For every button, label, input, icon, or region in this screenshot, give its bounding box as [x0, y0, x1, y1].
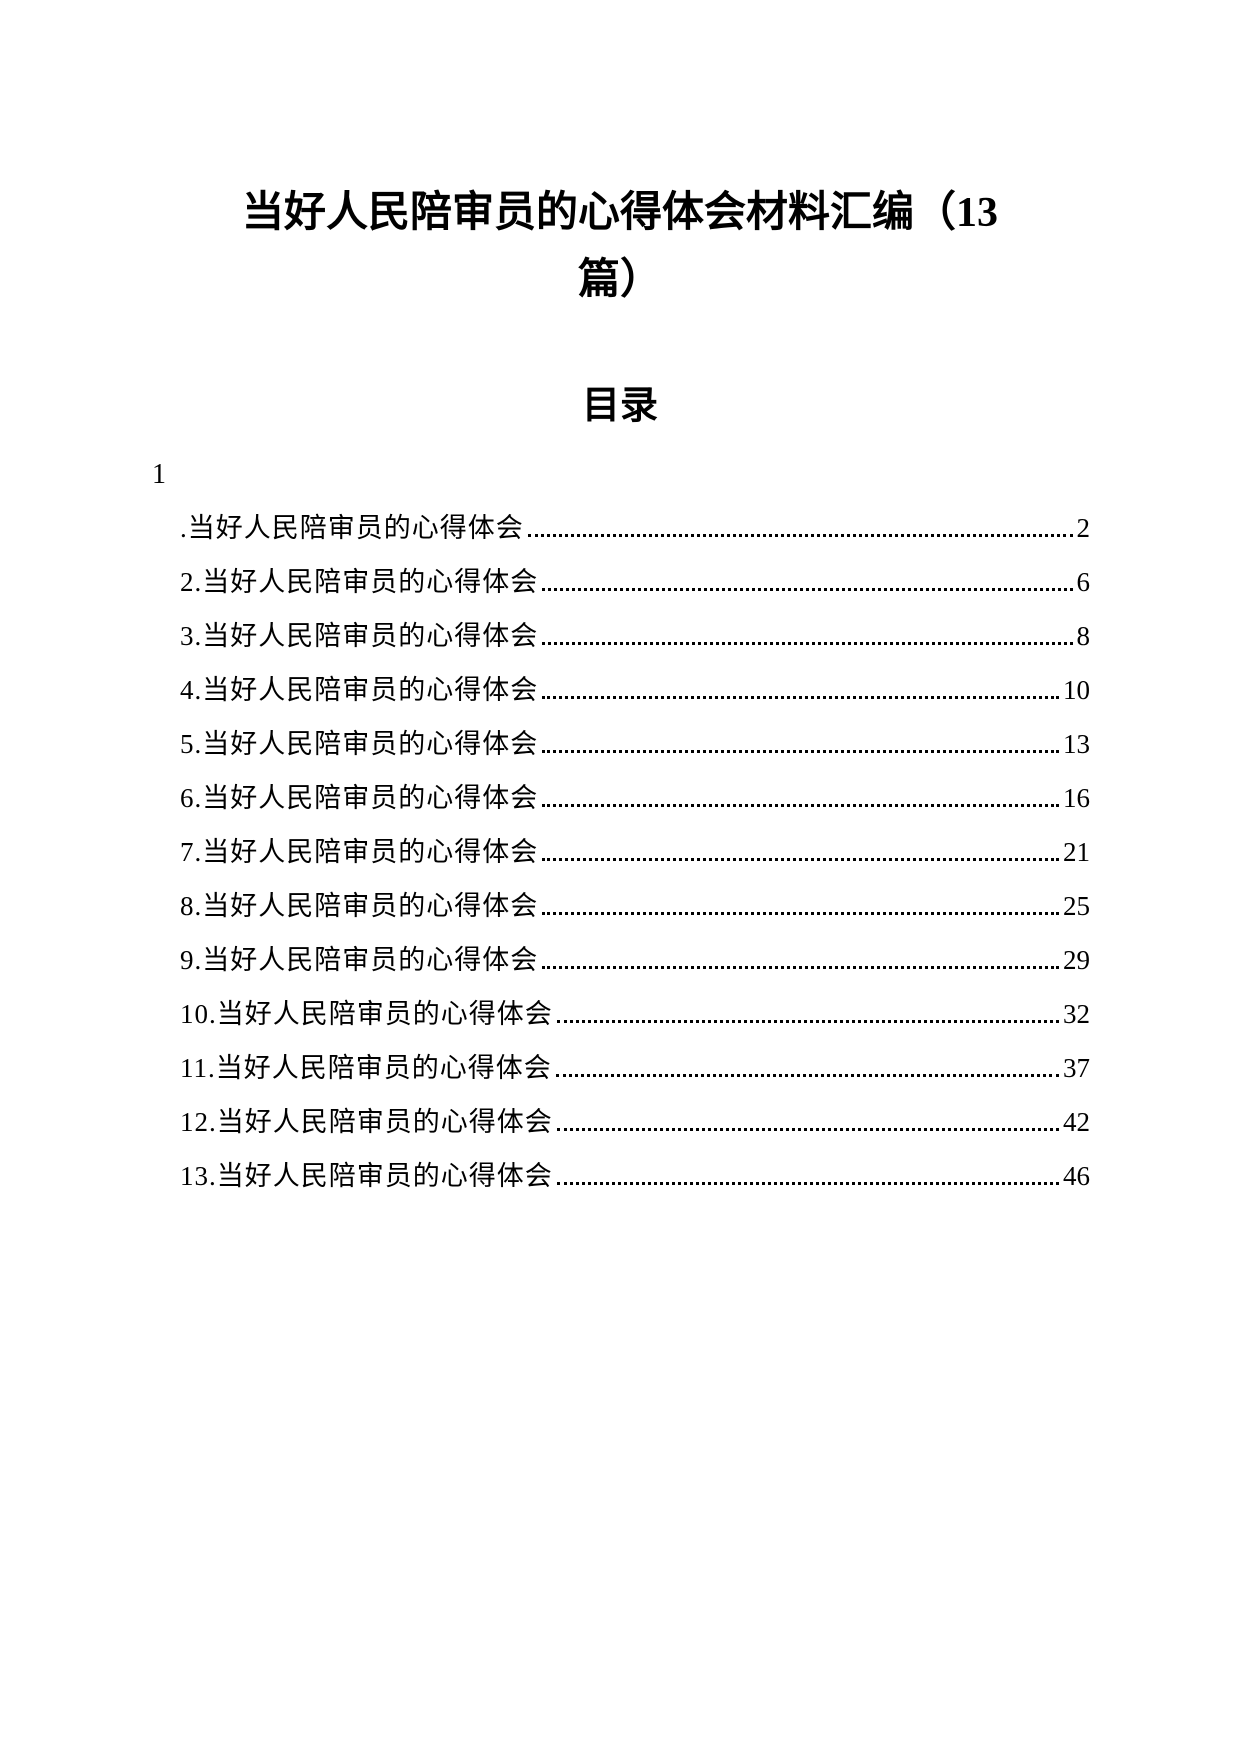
toc-item: 12.当好人民陪审员的心得体会 42	[180, 1095, 1090, 1149]
toc-dots	[542, 750, 1059, 753]
title-line-2: 篇）	[578, 257, 662, 303]
toc-item-page: 42	[1063, 1095, 1090, 1149]
toc-item-page: 6	[1077, 555, 1091, 609]
toc-dots	[542, 858, 1059, 861]
toc-item: 6.当好人民陪审员的心得体会 16	[180, 771, 1090, 825]
toc-item-label: .当好人民陪审员的心得体会	[180, 501, 524, 555]
toc-prefix-number: 1	[150, 459, 1090, 491]
toc-item: 3.当好人民陪审员的心得体会 8	[180, 609, 1090, 663]
toc-item-label: 11.当好人民陪审员的心得体会	[180, 1041, 552, 1095]
toc-item: 4.当好人民陪审员的心得体会 10	[180, 663, 1090, 717]
toc-dots	[557, 1128, 1059, 1131]
toc-dots	[542, 966, 1059, 969]
toc-dots	[542, 588, 1072, 591]
toc-item-label: 8.当好人民陪审员的心得体会	[180, 879, 538, 933]
toc-dots	[557, 1182, 1059, 1185]
toc-item-page: 29	[1063, 933, 1090, 987]
toc-item: 2.当好人民陪审员的心得体会 6	[180, 555, 1090, 609]
toc-dots	[528, 534, 1073, 537]
toc-dots	[542, 804, 1059, 807]
toc-item-page: 13	[1063, 717, 1090, 771]
toc-item: 8.当好人民陪审员的心得体会 25	[180, 879, 1090, 933]
toc-item-label: 5.当好人民陪审员的心得体会	[180, 717, 538, 771]
toc-item: .当好人民陪审员的心得体会 2	[180, 501, 1090, 555]
toc-dots	[542, 642, 1072, 645]
toc-dots	[556, 1074, 1059, 1077]
toc-item-label: 2.当好人民陪审员的心得体会	[180, 555, 538, 609]
toc-item-page: 25	[1063, 879, 1090, 933]
toc-item-page: 2	[1077, 501, 1091, 555]
toc-dots	[557, 1020, 1059, 1023]
toc-item: 13.当好人民陪审员的心得体会 46	[180, 1149, 1090, 1203]
toc-item-page: 37	[1063, 1041, 1090, 1095]
toc-item-label: 9.当好人民陪审员的心得体会	[180, 933, 538, 987]
toc-item-label: 13.当好人民陪审员的心得体会	[180, 1149, 553, 1203]
toc-item-page: 46	[1063, 1149, 1090, 1203]
toc-item-label: 3.当好人民陪审员的心得体会	[180, 609, 538, 663]
title-line-1: 当好人民陪审员的心得体会材料汇编（13	[242, 190, 998, 236]
toc-item-label: 7.当好人民陪审员的心得体会	[180, 825, 538, 879]
toc-item-page: 21	[1063, 825, 1090, 879]
toc-item-label: 4.当好人民陪审员的心得体会	[180, 663, 538, 717]
toc-item-label: 6.当好人民陪审员的心得体会	[180, 771, 538, 825]
toc-heading: 目录	[120, 374, 1120, 429]
toc-item-page: 10	[1063, 663, 1090, 717]
toc-item-label: 12.当好人民陪审员的心得体会	[180, 1095, 553, 1149]
toc-item-page: 32	[1063, 987, 1090, 1041]
toc-item: 7.当好人民陪审员的心得体会 21	[180, 825, 1090, 879]
document-title: 当好人民陪审员的心得体会材料汇编（13 篇）	[120, 180, 1120, 314]
toc-item-page: 8	[1077, 609, 1091, 663]
toc-item: 11.当好人民陪审员的心得体会 37	[180, 1041, 1090, 1095]
toc-dots	[542, 912, 1059, 915]
toc-item: 10.当好人民陪审员的心得体会 32	[180, 987, 1090, 1041]
toc-item: 9.当好人民陪审员的心得体会 29	[180, 933, 1090, 987]
toc-item: 5.当好人民陪审员的心得体会 13	[180, 717, 1090, 771]
toc-item-label: 10.当好人民陪审员的心得体会	[180, 987, 553, 1041]
toc-container: 1 .当好人民陪审员的心得体会 2 2.当好人民陪审员的心得体会 6 3.当好人…	[120, 459, 1120, 1203]
toc-item-page: 16	[1063, 771, 1090, 825]
toc-list: .当好人民陪审员的心得体会 2 2.当好人民陪审员的心得体会 6 3.当好人民陪…	[150, 501, 1090, 1203]
toc-dots	[542, 696, 1059, 699]
